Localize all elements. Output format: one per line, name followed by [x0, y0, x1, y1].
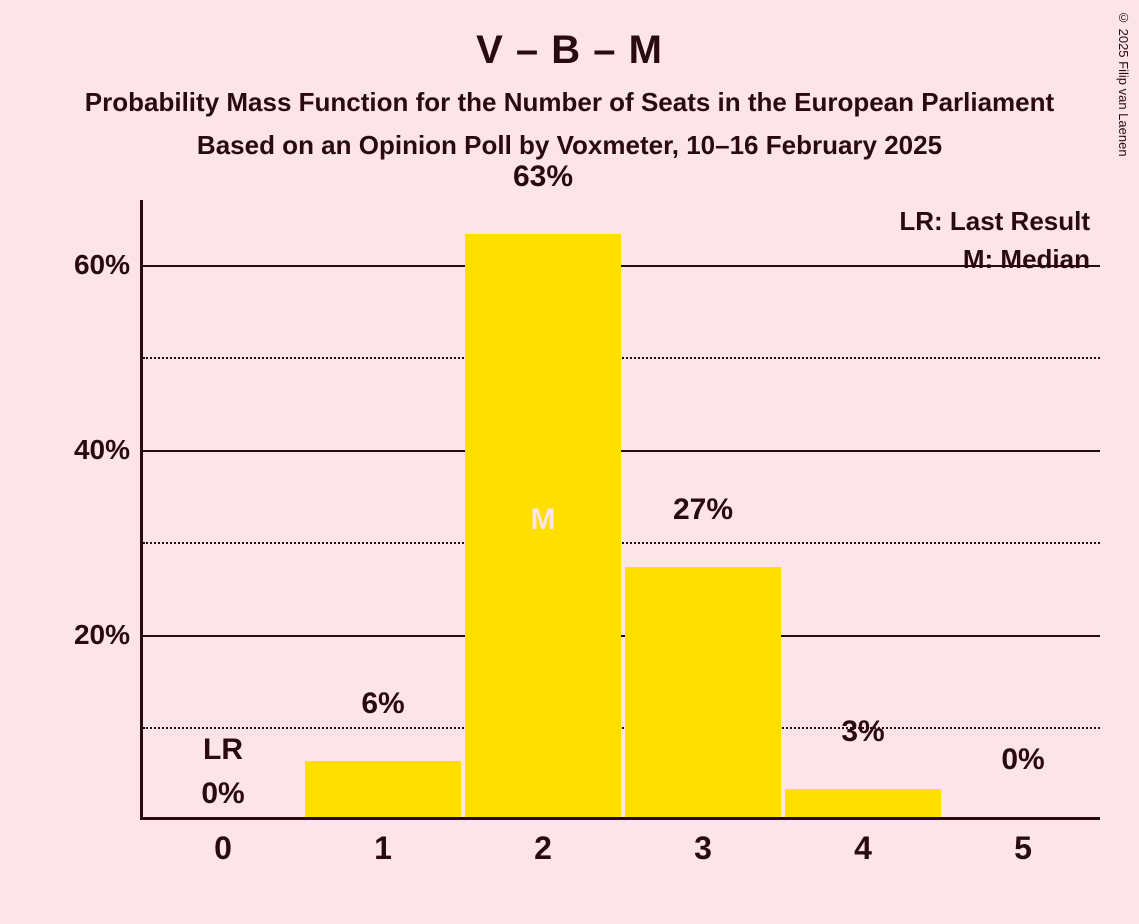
bar [785, 789, 942, 817]
grid-line-minor [143, 357, 1100, 359]
x-tick-label: 0 [214, 830, 232, 867]
plot-area: LR: Last Result M: Median 0%LR06%163%M22… [140, 200, 1100, 820]
chart-subtitle-2: Based on an Opinion Poll by Voxmeter, 10… [0, 130, 1139, 161]
grid-line-minor [143, 727, 1100, 729]
bar [625, 567, 782, 817]
grid-line-major [143, 635, 1100, 637]
x-tick-label: 2 [534, 830, 552, 867]
legend-lr: LR: Last Result [899, 206, 1090, 237]
chart-container: LR: Last Result M: Median 0%LR06%163%M22… [60, 200, 1100, 900]
bar-value-label: 63% [513, 160, 573, 194]
x-tick-label: 3 [694, 830, 712, 867]
bar-value-label: 27% [673, 493, 733, 527]
x-tick-label: 1 [374, 830, 392, 867]
legend-m: M: Median [963, 244, 1090, 275]
bar [305, 761, 462, 817]
grid-line-major [143, 450, 1100, 452]
median-marker: M [531, 503, 556, 537]
chart-subtitle-1: Probability Mass Function for the Number… [0, 87, 1139, 118]
bar-value-label: 0% [1001, 743, 1044, 777]
chart-title: V – B – M [0, 0, 1139, 73]
x-tick-label: 5 [1014, 830, 1032, 867]
bar-value-label: 3% [841, 715, 884, 749]
grid-line-major [143, 265, 1100, 267]
grid-line-minor [143, 542, 1100, 544]
bar-value-label: 6% [361, 687, 404, 721]
y-tick-label: 40% [60, 434, 130, 466]
y-tick-label: 60% [60, 249, 130, 281]
last-result-marker: LR [203, 733, 243, 767]
bar-value-label: 0% [201, 777, 244, 811]
y-tick-label: 20% [60, 619, 130, 651]
x-tick-label: 4 [854, 830, 872, 867]
copyright-text: © 2025 Filip van Laenen [1116, 10, 1131, 157]
